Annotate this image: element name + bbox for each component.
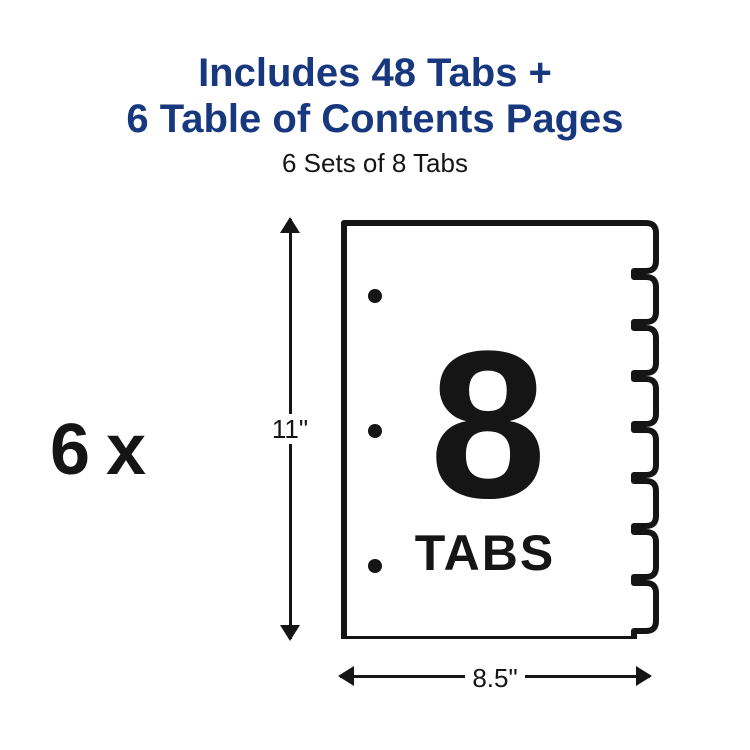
punch-hole-icon <box>368 289 382 303</box>
subheadline: 6 Sets of 8 Tabs <box>40 148 710 179</box>
big-number: 8 <box>340 304 630 546</box>
headline-line2: 6 Table of Contents Pages <box>40 96 710 142</box>
headline: Includes 48 Tabs + 6 Table of Contents P… <box>40 50 710 142</box>
multiplier-text: 6 x <box>50 409 144 491</box>
divider-page-icon: 8 TABS <box>340 219 650 639</box>
width-label: 8.5" <box>340 663 650 694</box>
height-label: 11" <box>255 414 325 445</box>
tabs-word: TABS <box>340 524 630 582</box>
width-dimension: 8.5" <box>340 657 650 717</box>
punch-hole-icon <box>368 424 382 438</box>
height-dimension: 11" <box>255 219 325 639</box>
punch-hole-icon <box>368 559 382 573</box>
headline-line1: Includes 48 Tabs + <box>40 50 710 96</box>
figure: 6 x 11" 8 TABS 8.5" <box>40 209 710 729</box>
